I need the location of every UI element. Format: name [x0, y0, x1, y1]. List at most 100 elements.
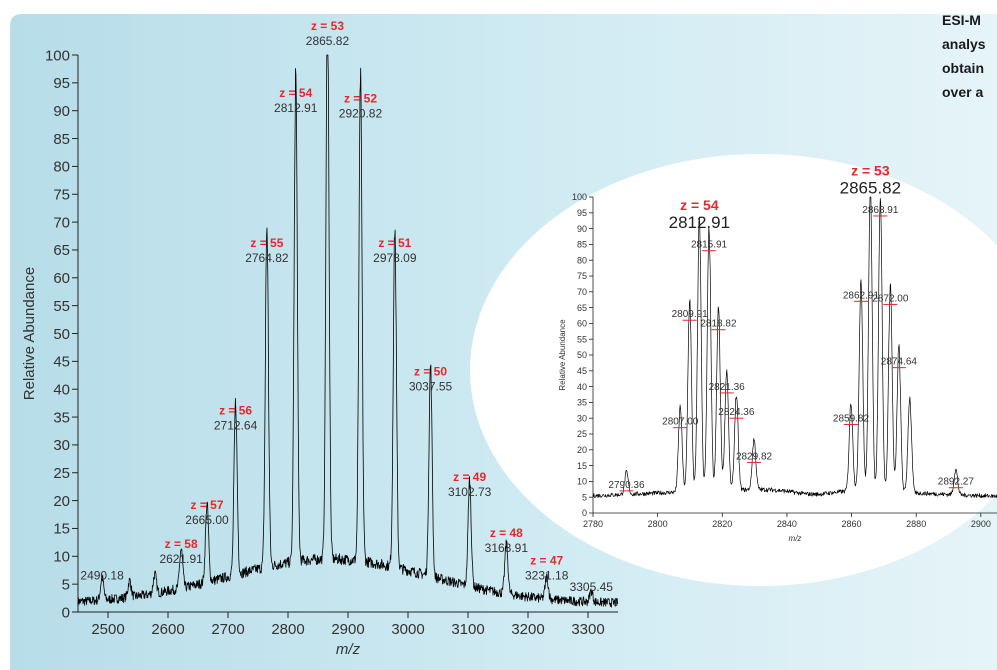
peak-mz-label: 2978.09 [373, 251, 417, 265]
charge-state-label: z = 58 [165, 537, 198, 551]
y-tick-label: 45 [577, 366, 587, 376]
y-tick-label: 60 [53, 270, 70, 287]
caption-line: obtain [942, 60, 984, 76]
y-tick-label: 40 [53, 381, 70, 398]
spectrum-trace [592, 196, 997, 499]
x-tick-label: 2500 [91, 621, 124, 638]
y-tick-label: 50 [577, 350, 587, 360]
charge-state-label: z = 50 [414, 364, 447, 378]
y-tick-label: 20 [577, 445, 587, 455]
y-tick-label: 10 [577, 477, 587, 487]
group-mz-label: 2865.82 [840, 178, 901, 197]
charge-state-label: z = 53 [311, 19, 344, 33]
y-tick-label: 30 [577, 413, 587, 423]
peak-mz-label: 3102.73 [448, 485, 492, 499]
y-tick-label: 30 [53, 437, 70, 454]
y-tick-label: 5 [582, 492, 587, 502]
caption-line: analys [942, 36, 986, 52]
y-tick-label: 70 [577, 287, 587, 297]
y-tick-label: 85 [53, 131, 70, 148]
peak-mz-label: 2872.00 [872, 293, 909, 304]
peak-mz-label: 3231.18 [525, 569, 569, 583]
y-tick-label: 95 [53, 75, 70, 92]
y-tick-label: 15 [53, 521, 70, 538]
x-tick-label: 2840 [777, 519, 797, 529]
y-tick-label: 90 [577, 224, 587, 234]
x-tick-label: 3200 [511, 621, 544, 638]
y-tick-label: 90 [53, 103, 70, 120]
y-tick-label: 70 [53, 214, 70, 231]
peak-mz-label: 2807.00 [662, 417, 699, 428]
y-tick-label: 75 [577, 271, 587, 281]
y-tick-label: 0 [62, 604, 70, 621]
peak-mz-label: 2859.82 [833, 414, 870, 425]
y-tick-label: 40 [577, 382, 587, 392]
x-tick-label: 2880 [906, 519, 926, 529]
y-tick-label: 80 [577, 255, 587, 265]
y-tick-label: 15 [577, 461, 587, 471]
charge-state-label: z = 57 [190, 498, 223, 512]
charge-state-label: z = 51 [378, 236, 411, 250]
y-axis-label: Relative Abundance [558, 319, 567, 391]
charge-state-label: z = 53 [851, 162, 890, 178]
group-mz-label: 2812.91 [669, 213, 730, 232]
x-tick-label: 3000 [391, 621, 424, 638]
charge-state-label: z = 56 [219, 403, 252, 417]
y-tick-label: 80 [53, 159, 70, 176]
peak-mz-label: 2821.36 [709, 382, 746, 393]
y-tick-label: 25 [577, 429, 587, 439]
peak-mz-label: 3037.55 [409, 379, 453, 393]
charge-state-label: z = 47 [530, 554, 563, 568]
caption-line: over a [942, 84, 984, 100]
y-tick-label: 60 [577, 319, 587, 329]
x-tick-label: 2820 [712, 519, 732, 529]
peak-mz-label: 2490.18 [80, 569, 124, 583]
main-spectrum: 0 5 10 15 20 25 30 35 40 45 50 55 60 65 70 75 80 85 90 95 10… [21, 19, 619, 658]
y-tick-label: 25 [53, 465, 70, 482]
y-tick-label: 20 [53, 493, 70, 510]
peak-mz-label: 2818.82 [700, 319, 737, 330]
charge-state-label: z = 54 [680, 197, 719, 213]
peak-mz-label: 2812.91 [274, 101, 318, 115]
peak-mz-label: 2790.36 [608, 480, 645, 491]
peak-mz-label: 2665.00 [185, 513, 229, 527]
y-tick-label: 65 [577, 303, 587, 313]
charge-state-label: z = 55 [250, 236, 283, 250]
peak-mz-label: 2874.64 [881, 357, 918, 368]
x-tick-label: 2900 [971, 519, 991, 529]
y-tick-label: 45 [53, 354, 70, 371]
y-tick-label: 10 [53, 549, 70, 566]
y-tick-label: 75 [53, 187, 70, 204]
charge-state-label: z = 54 [279, 86, 312, 100]
peak-mz-label: 2815.91 [691, 240, 728, 251]
y-tick-label: 5 [62, 576, 70, 593]
x-tick-label: 2800 [648, 519, 668, 529]
peak-mz-label: 2892.27 [938, 477, 975, 488]
x-axis-label: m/z [789, 534, 802, 543]
caption: ESI-M analys obtain over a [942, 8, 997, 104]
x-tick-label: 2700 [211, 621, 244, 638]
peak-mz-label: 2824.36 [718, 407, 755, 418]
peak-mz-label: 2809.91 [672, 309, 709, 320]
y-tick-label: 100 [45, 47, 70, 64]
y-tick-label: 55 [577, 334, 587, 344]
y-tick-label: 35 [53, 409, 70, 426]
x-tick-label: 2780 [583, 519, 603, 529]
inset-spectrum: 0 5 10 15 20 25 30 35 40 45 50 55 60 65 70 75 80 85 90 95 10… [558, 162, 997, 543]
charge-state-label: z = 49 [453, 470, 486, 484]
y-tick-label: 100 [572, 192, 587, 202]
y-tick-label: 50 [53, 326, 70, 343]
x-tick-label: 2900 [331, 621, 364, 638]
peak-mz-label: 3163.91 [485, 541, 529, 555]
y-tick-label: 95 [577, 208, 587, 218]
y-tick-label: 65 [53, 242, 70, 259]
charge-state-label: z = 48 [490, 526, 523, 540]
caption-line: ESI-M [942, 12, 981, 28]
x-tick-label: 3300 [571, 621, 604, 638]
spectrum-trace [77, 54, 619, 608]
peak-mz-label: 2862.91 [843, 290, 880, 301]
peak-mz-label: 2920.82 [339, 106, 383, 120]
x-axis-label: m/z [336, 641, 361, 658]
charge-state-label: z = 52 [344, 91, 377, 105]
